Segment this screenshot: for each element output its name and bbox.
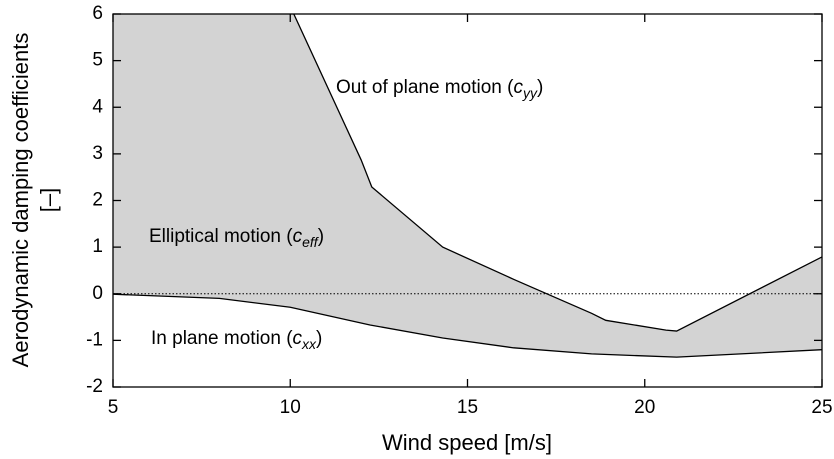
x-tick-label: 25 — [811, 397, 832, 418]
annotation-suffix: ) — [316, 328, 322, 349]
annotation-prefix: Out of plane motion ( — [336, 77, 514, 98]
y-tick-label: 4 — [92, 96, 103, 117]
annotation: Out of plane motion (cyy) — [336, 77, 543, 101]
y-tick-label: 5 — [92, 50, 103, 71]
x-tick-label: 10 — [280, 397, 301, 418]
y-tick-label: 1 — [92, 236, 103, 257]
data-line — [293, 14, 822, 332]
x-tick-label: 5 — [108, 397, 119, 418]
y-axis-label: [–] — [36, 188, 61, 212]
data-line — [113, 293, 822, 358]
plot-area — [113, 14, 822, 358]
y-tick-label: 3 — [92, 143, 103, 164]
y-axis-label: Aerodynamic damping coefficients — [8, 33, 33, 368]
annotation-prefix: Elliptical motion ( — [149, 226, 293, 247]
annotation-suffix: ) — [318, 226, 324, 247]
annotation: In plane motion (cxx) — [151, 328, 322, 352]
annotation-subscript: xx — [301, 336, 317, 352]
annotation-symbol: c — [293, 226, 303, 247]
y-tick-label: -1 — [86, 329, 103, 350]
annotation-subscript: yy — [522, 85, 538, 101]
x-tick-label: 20 — [634, 397, 655, 418]
y-tick-label: -2 — [86, 376, 103, 397]
y-tick-label: 2 — [92, 190, 103, 211]
x-tick-label: 15 — [457, 397, 478, 418]
y-tick-label: 0 — [92, 283, 103, 304]
annotation-subscript: eff — [302, 234, 320, 250]
annotation-symbol: c — [293, 328, 303, 349]
annotation-prefix: In plane motion ( — [151, 328, 293, 349]
x-axis-label: Wind speed [m/s] — [382, 430, 552, 455]
annotation-symbol: c — [513, 77, 523, 98]
annotation: Elliptical motion (ceff) — [149, 226, 324, 250]
shaded-region — [113, 14, 822, 358]
annotation-suffix: ) — [537, 77, 543, 98]
y-tick-label: 6 — [92, 3, 103, 24]
